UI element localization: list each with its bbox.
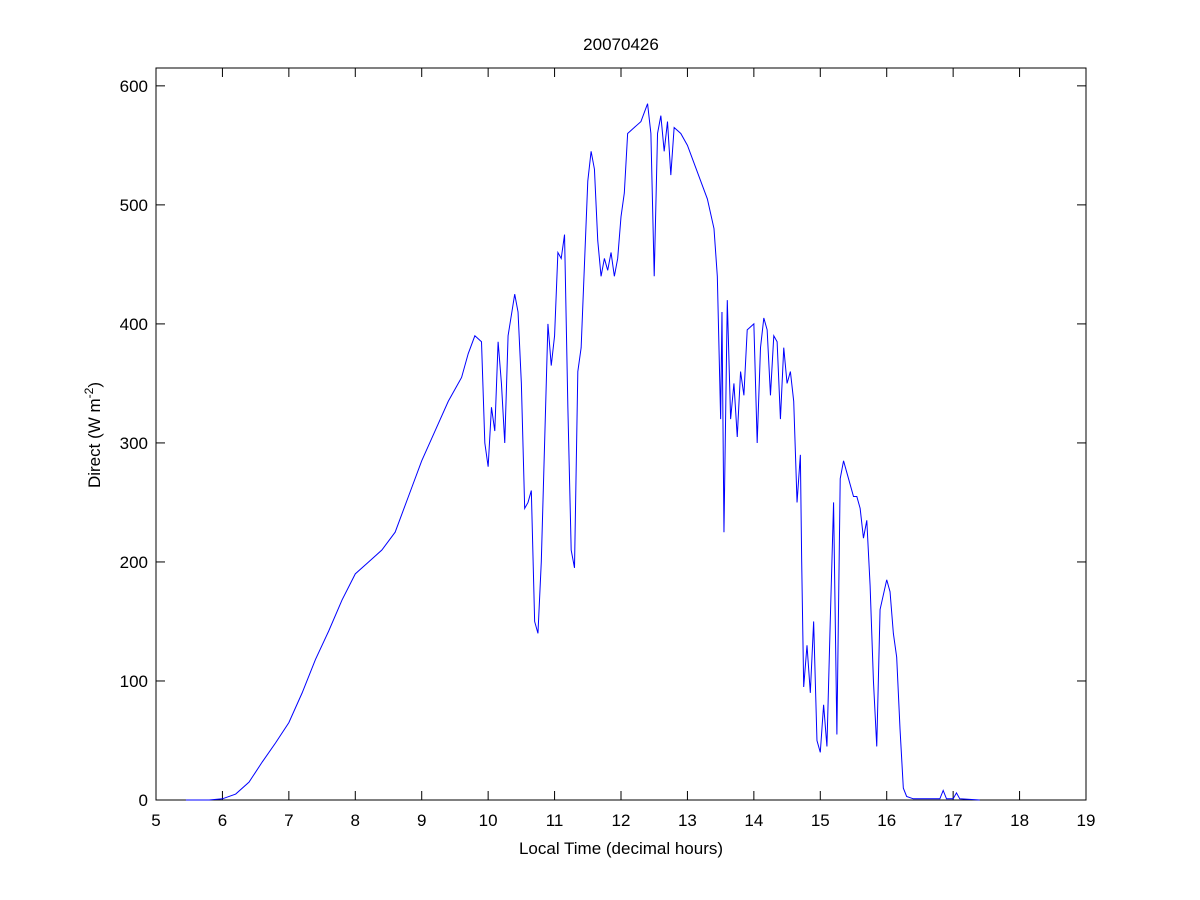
x-tick-label: 19: [1077, 811, 1096, 830]
x-tick-label: 17: [944, 811, 963, 830]
x-tick-label: 15: [811, 811, 830, 830]
x-tick-label: 11: [546, 811, 564, 830]
x-tick-label: 18: [1010, 811, 1029, 830]
x-tick-label: 7: [284, 811, 293, 830]
y-tick-label: 500: [120, 196, 148, 215]
y-tick-label: 300: [120, 434, 148, 453]
data-line: [185, 103, 980, 801]
x-tick-label: 5: [151, 811, 160, 830]
x-axis-label: Local Time (decimal hours): [519, 839, 723, 858]
y-tick-label: 100: [120, 672, 148, 691]
chart-title: 20070426: [583, 35, 659, 54]
x-tick-label: 14: [744, 811, 763, 830]
x-tick-label: 13: [678, 811, 697, 830]
x-tick-label: 10: [479, 811, 498, 830]
x-tick-label: 6: [218, 811, 227, 830]
y-tick-label: 200: [120, 553, 148, 572]
y-tick-label: 600: [120, 77, 148, 96]
x-tick-label: 12: [612, 811, 631, 830]
x-tick-label: 9: [417, 811, 426, 830]
y-tick-label: 400: [120, 315, 148, 334]
y-axis-label: Direct (W m-2): [82, 382, 104, 488]
x-tick-label: 16: [877, 811, 896, 830]
x-tick-label: 8: [351, 811, 360, 830]
y-tick-label: 0: [139, 791, 148, 810]
